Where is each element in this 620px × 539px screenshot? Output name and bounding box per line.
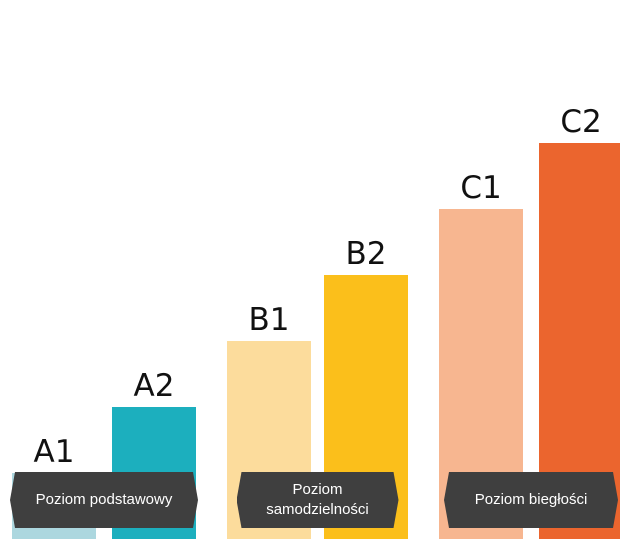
group-label-podstawowy: Poziom podstawowy xyxy=(10,472,198,528)
group-label-text: Poziom samodzielności xyxy=(266,481,369,518)
bar-label-b2: B2 xyxy=(345,236,387,272)
bar-label-c1: C1 xyxy=(460,170,502,206)
bar-label-a2: A2 xyxy=(133,368,175,404)
group-label-text: Poziom podstawowy xyxy=(35,491,173,508)
bar-label-c2: C2 xyxy=(560,104,602,140)
group-label-samodzielnosci: Poziom samodzielności xyxy=(237,472,399,528)
bar-label-b1: B1 xyxy=(248,302,290,338)
bar-label-a1: A1 xyxy=(33,434,75,470)
group-label-bieglosci: Poziom biegłości xyxy=(444,472,618,528)
group-label-text: Poziom biegłości xyxy=(474,491,588,508)
